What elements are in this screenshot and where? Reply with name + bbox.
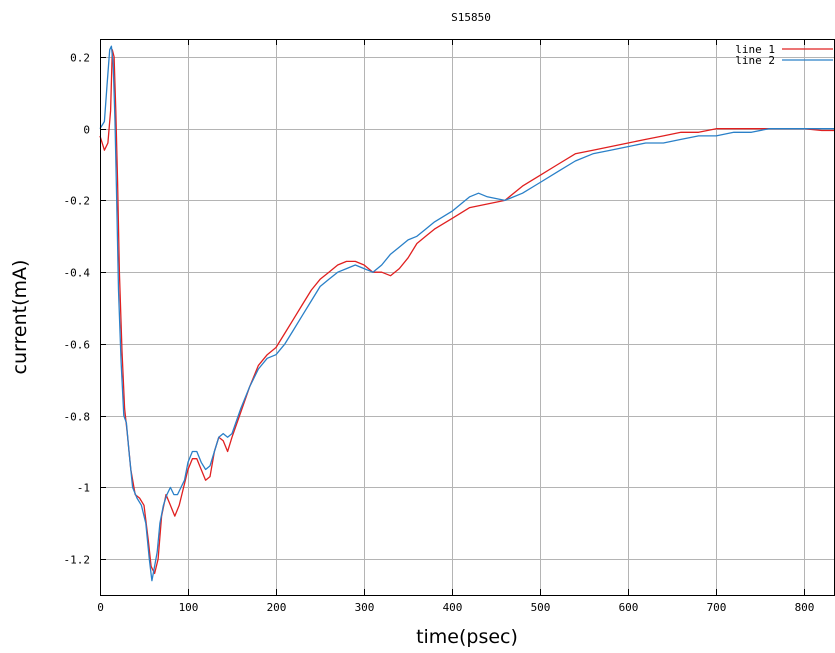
legend-label-1: line 1: [735, 43, 775, 56]
series-layer: [99, 45, 835, 582]
x-tick-label: 200: [267, 601, 287, 614]
y-tick-label: -0.2: [64, 195, 91, 208]
series-line-1: [99, 49, 835, 575]
x-tick-label: 600: [619, 601, 639, 614]
plot-frame: [100, 39, 835, 596]
series-line-2: [99, 45, 835, 582]
x-tick-label: 700: [707, 601, 727, 614]
x-tick-label: 0: [97, 601, 104, 614]
y-tick-label: 0: [83, 124, 90, 137]
y-axis-label: current(mA): [9, 260, 31, 375]
legend-label-2: line 2: [735, 54, 775, 67]
y-tick-label: -1: [77, 482, 90, 495]
y-tick-label: 0.2: [70, 52, 90, 65]
y-tick-label: -0.6: [64, 339, 91, 352]
ticks: 0 100 200 300 400 500 600 700 800 0.2 0 -0.2 -0.4 -0.…: [64, 39, 815, 614]
x-tick-label: 400: [443, 601, 463, 614]
y-tick-label: -0.4: [64, 267, 91, 280]
x-tick-label: 100: [179, 601, 199, 614]
chart-title: S15850: [451, 11, 491, 24]
y-tick-label: -1.2: [64, 554, 91, 567]
x-tick-label: 800: [795, 601, 815, 614]
y-tick-label: -0.8: [64, 411, 91, 424]
x-tick-label: 500: [531, 601, 551, 614]
grid: [100, 39, 835, 595]
x-axis-label: time(psec): [416, 626, 518, 648]
x-tick-label: 300: [355, 601, 375, 614]
